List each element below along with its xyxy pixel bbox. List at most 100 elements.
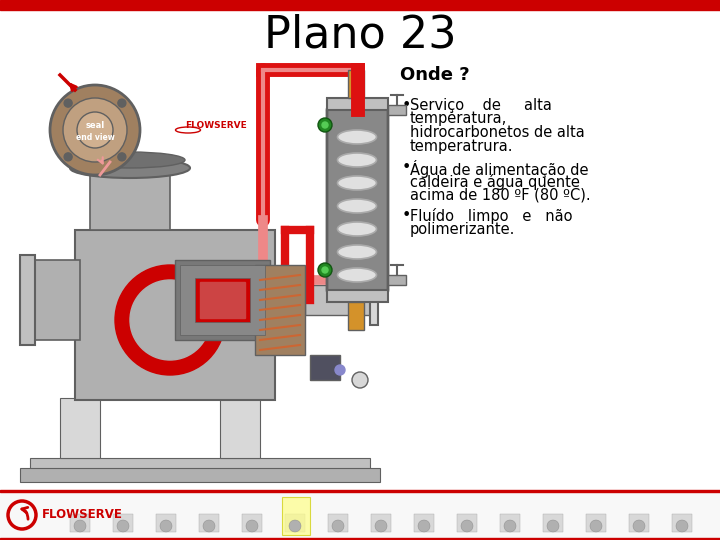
Bar xyxy=(327,290,388,302)
Circle shape xyxy=(117,520,129,532)
Bar xyxy=(0,537,720,540)
Circle shape xyxy=(318,263,332,277)
Bar xyxy=(500,514,520,532)
Text: temperatura,: temperatura, xyxy=(410,111,508,126)
Circle shape xyxy=(64,99,72,107)
Text: Serviço    de     alta: Serviço de alta xyxy=(410,98,552,113)
Bar xyxy=(90,170,170,230)
Circle shape xyxy=(547,520,559,532)
Bar xyxy=(156,514,176,532)
Bar xyxy=(371,514,391,532)
Text: hidrocarbonetos de alta: hidrocarbonetos de alta xyxy=(410,125,585,140)
Bar xyxy=(370,277,378,325)
Bar xyxy=(0,0,720,10)
Bar xyxy=(327,98,388,110)
Ellipse shape xyxy=(338,176,377,190)
Bar xyxy=(255,265,305,355)
Bar xyxy=(457,514,477,532)
Circle shape xyxy=(74,520,86,532)
Circle shape xyxy=(118,153,126,161)
Circle shape xyxy=(322,122,328,128)
Circle shape xyxy=(318,118,332,132)
Bar xyxy=(20,468,380,482)
Circle shape xyxy=(322,267,328,273)
Circle shape xyxy=(418,520,430,532)
Bar xyxy=(282,497,310,535)
Circle shape xyxy=(332,520,344,532)
Bar xyxy=(0,490,720,540)
Text: caldeira e água quente: caldeira e água quente xyxy=(410,173,580,190)
Bar xyxy=(672,514,692,532)
Bar xyxy=(348,302,364,330)
Bar xyxy=(180,265,265,335)
Bar xyxy=(328,514,348,532)
Bar xyxy=(75,230,275,400)
Bar xyxy=(195,278,250,322)
Bar xyxy=(543,514,563,532)
Circle shape xyxy=(352,372,368,388)
Ellipse shape xyxy=(338,245,377,259)
Bar xyxy=(199,514,219,532)
Ellipse shape xyxy=(70,158,190,178)
Circle shape xyxy=(504,520,516,532)
Circle shape xyxy=(590,520,602,532)
Bar xyxy=(30,458,370,470)
Ellipse shape xyxy=(338,130,377,144)
Bar xyxy=(0,489,720,492)
Bar xyxy=(629,514,649,532)
Ellipse shape xyxy=(338,222,377,236)
Text: Plano 23: Plano 23 xyxy=(264,14,456,57)
Bar xyxy=(305,285,375,315)
Bar xyxy=(388,105,406,115)
Circle shape xyxy=(203,520,215,532)
Circle shape xyxy=(246,520,258,532)
Bar xyxy=(310,355,340,380)
Circle shape xyxy=(335,365,345,375)
Text: •: • xyxy=(402,160,411,175)
Text: Onde ?: Onde ? xyxy=(400,66,469,84)
Bar xyxy=(388,275,406,285)
Bar xyxy=(30,260,80,340)
Text: end view: end view xyxy=(76,132,114,141)
Text: •: • xyxy=(402,208,411,224)
Text: acima de 180 ºF (80 ºC).: acima de 180 ºF (80 ºC). xyxy=(410,187,590,202)
FancyBboxPatch shape xyxy=(327,107,388,293)
Circle shape xyxy=(289,520,301,532)
Circle shape xyxy=(63,98,127,162)
Circle shape xyxy=(77,112,113,148)
Circle shape xyxy=(633,520,645,532)
Circle shape xyxy=(118,99,126,107)
Bar xyxy=(414,514,434,532)
Text: •: • xyxy=(402,98,411,113)
Bar xyxy=(200,282,245,318)
Bar xyxy=(60,398,100,458)
Bar xyxy=(242,514,262,532)
Bar xyxy=(586,514,606,532)
Text: seal: seal xyxy=(86,120,104,130)
Ellipse shape xyxy=(338,199,377,213)
Ellipse shape xyxy=(75,152,185,168)
Text: FLOWSERVE: FLOWSERVE xyxy=(185,120,247,130)
Wedge shape xyxy=(115,265,225,375)
Bar xyxy=(175,260,270,340)
Bar xyxy=(70,514,90,532)
Text: Fluído   limpo   e   não: Fluído limpo e não xyxy=(410,208,572,225)
Circle shape xyxy=(375,520,387,532)
Text: Água de alimentação de: Água de alimentação de xyxy=(410,160,588,178)
Bar xyxy=(348,70,364,98)
Text: temperatrura.: temperatrura. xyxy=(410,138,513,153)
Circle shape xyxy=(676,520,688,532)
Circle shape xyxy=(64,153,72,161)
Bar xyxy=(113,514,133,532)
Circle shape xyxy=(160,520,172,532)
Ellipse shape xyxy=(338,153,377,167)
Circle shape xyxy=(50,85,140,175)
Bar xyxy=(20,255,35,345)
Bar xyxy=(220,398,260,458)
Text: polimerizante.: polimerizante. xyxy=(410,222,516,237)
Ellipse shape xyxy=(338,268,377,282)
Wedge shape xyxy=(130,280,210,360)
Bar xyxy=(285,514,305,532)
Text: FLOWSERVE: FLOWSERVE xyxy=(42,509,123,522)
Circle shape xyxy=(461,520,473,532)
